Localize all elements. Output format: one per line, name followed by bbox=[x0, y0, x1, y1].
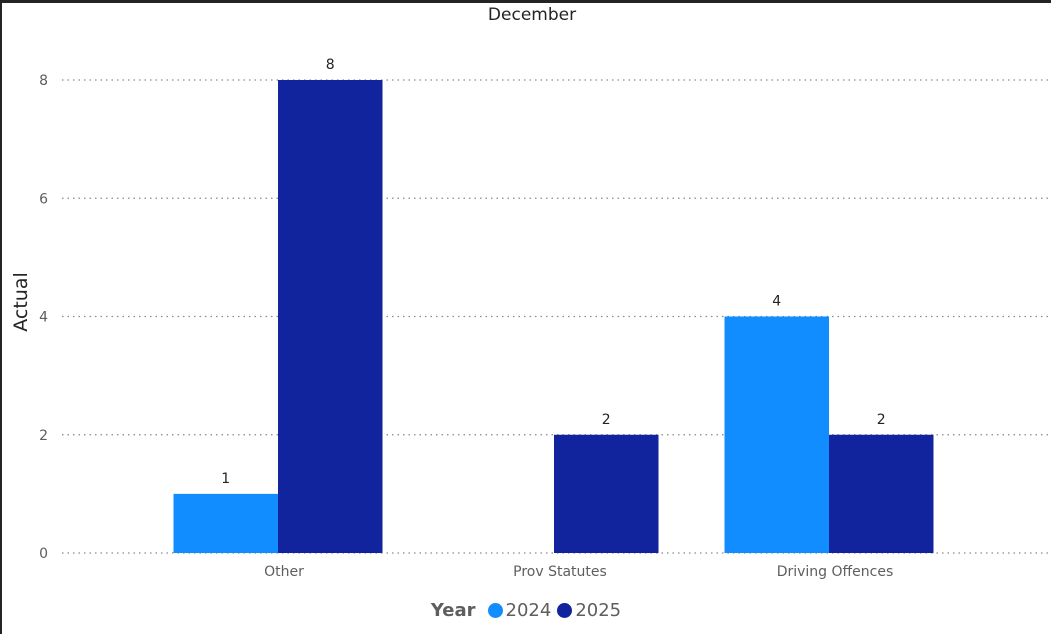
y-tick-label-2: 2 bbox=[39, 428, 48, 444]
y-tick-label-4: 4 bbox=[39, 310, 48, 326]
data-label-2025-0: 8 bbox=[326, 57, 335, 73]
data-label-2025-1: 2 bbox=[602, 412, 611, 428]
legend-label-2025: 2025 bbox=[575, 600, 622, 621]
chart-title: December bbox=[487, 5, 577, 25]
legend: Year 2024 2025 bbox=[0, 600, 1051, 621]
legend-item-2025[interactable]: 2025 bbox=[557, 600, 621, 621]
bar-2025-1 bbox=[554, 434, 659, 553]
bar-2024-0 bbox=[173, 493, 278, 553]
x-tick-label-1: Prov Statutes bbox=[513, 564, 607, 580]
bar-2025-2 bbox=[829, 434, 934, 553]
bar-2025-0 bbox=[278, 80, 383, 553]
y-tick-label-8: 8 bbox=[39, 73, 48, 89]
data-label-2024-0: 1 bbox=[221, 471, 230, 487]
bar-2024-2 bbox=[724, 316, 829, 553]
legend-label-2024: 2024 bbox=[505, 600, 552, 621]
legend-marker-2025 bbox=[557, 603, 573, 618]
y-tick-label-6: 6 bbox=[39, 191, 48, 207]
x-tick-label-2: Driving Offences bbox=[777, 564, 894, 580]
y-axis-label: Actual bbox=[10, 272, 32, 332]
legend-title: Year bbox=[430, 600, 476, 621]
data-label-2025-2: 2 bbox=[877, 412, 886, 428]
data-label-2024-2: 4 bbox=[772, 294, 781, 310]
y-tick-label-0: 0 bbox=[39, 546, 48, 562]
x-tick-label-0: Other bbox=[264, 564, 304, 580]
legend-item-2024[interactable]: 2024 bbox=[487, 600, 552, 621]
legend-marker-2024 bbox=[487, 603, 503, 618]
